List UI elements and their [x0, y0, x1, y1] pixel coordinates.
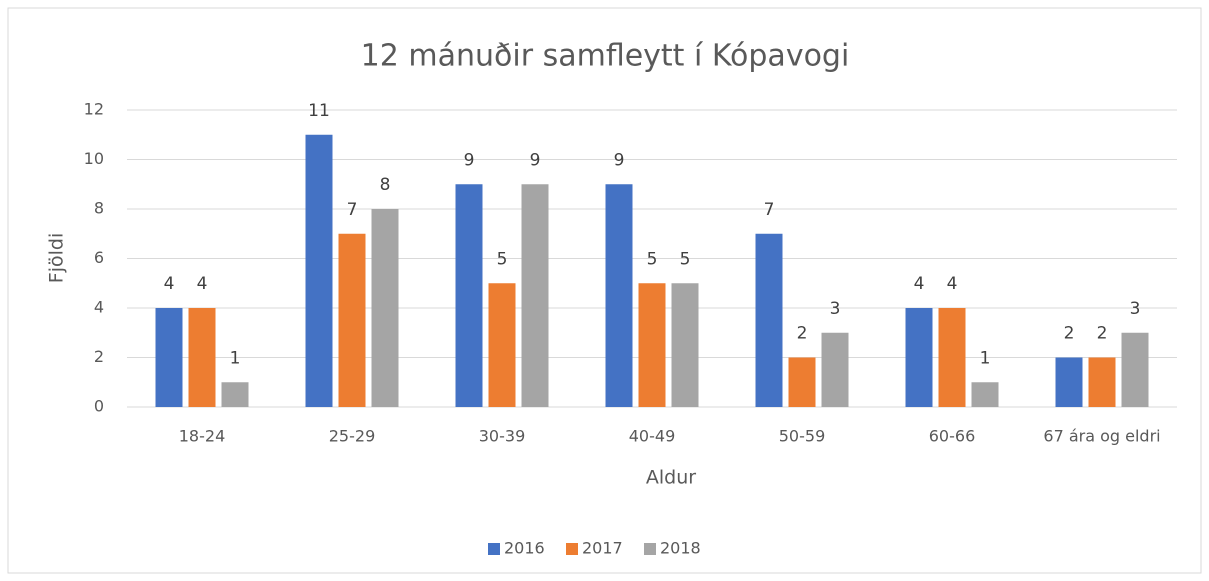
bar	[488, 283, 516, 407]
y-tick-label: 6	[94, 248, 104, 267]
y-tick-label: 2	[94, 347, 104, 366]
x-tick-label: 18-24	[179, 427, 226, 446]
bar	[671, 283, 699, 407]
data-label: 9	[614, 150, 625, 170]
x-tick-label: 40-49	[629, 427, 676, 446]
bar	[521, 184, 549, 407]
data-label: 1	[980, 348, 991, 368]
bar	[971, 382, 999, 407]
bar	[155, 308, 183, 407]
bar	[938, 308, 966, 407]
y-axis-title: Fjöldi	[46, 233, 68, 283]
chart-border	[7, 7, 1202, 574]
data-label: 9	[530, 150, 541, 170]
data-label: 2	[797, 324, 808, 344]
legend-swatch	[566, 543, 578, 555]
bar	[188, 308, 216, 407]
data-label: 3	[830, 299, 841, 319]
data-label: 7	[347, 200, 358, 220]
data-label: 8	[380, 175, 391, 195]
data-label: 2	[1097, 324, 1108, 344]
y-tick-label: 12	[84, 100, 104, 119]
data-label: 1	[230, 348, 241, 368]
legend-label: 2018	[660, 539, 701, 558]
bar	[1055, 357, 1083, 407]
data-label: 4	[947, 274, 958, 294]
data-label: 9	[464, 150, 475, 170]
chart-title: 12 mánuðir samfleytt í Kópavogi	[361, 39, 850, 74]
x-tick-label: 50-59	[779, 427, 826, 446]
data-label: 3	[1130, 299, 1141, 319]
bar	[788, 357, 816, 407]
data-label: 5	[647, 249, 658, 269]
data-label: 4	[164, 274, 175, 294]
x-axis-title: Aldur	[646, 467, 696, 489]
bar	[905, 308, 933, 407]
data-label: 5	[680, 249, 691, 269]
bar	[638, 283, 666, 407]
bar	[1088, 357, 1116, 407]
x-tick-label: 30-39	[479, 427, 526, 446]
y-tick-label: 8	[94, 199, 104, 218]
bar	[821, 332, 849, 407]
x-tick-label: 25-29	[329, 427, 376, 446]
y-tick-label: 10	[84, 149, 104, 168]
data-label: 7	[764, 200, 775, 220]
bar	[338, 233, 366, 407]
y-tick-label: 4	[94, 298, 104, 317]
bar	[371, 209, 399, 407]
x-tick-label: 67 ára og eldri	[1043, 427, 1160, 446]
x-tick-label: 60-66	[929, 427, 976, 446]
bar	[1121, 332, 1149, 407]
y-tick-label: 0	[94, 397, 104, 416]
data-label: 4	[914, 274, 925, 294]
legend-label: 2017	[582, 539, 623, 558]
legend-label: 2016	[504, 539, 545, 558]
bar	[455, 184, 483, 407]
bar	[221, 382, 249, 407]
data-label: 5	[497, 249, 508, 269]
data-label: 2	[1064, 324, 1075, 344]
bar	[755, 233, 783, 407]
data-label: 11	[308, 101, 330, 121]
bar	[305, 134, 333, 407]
legend-swatch	[644, 543, 656, 555]
bar	[605, 184, 633, 407]
legend-swatch	[488, 543, 500, 555]
data-label: 4	[197, 274, 208, 294]
